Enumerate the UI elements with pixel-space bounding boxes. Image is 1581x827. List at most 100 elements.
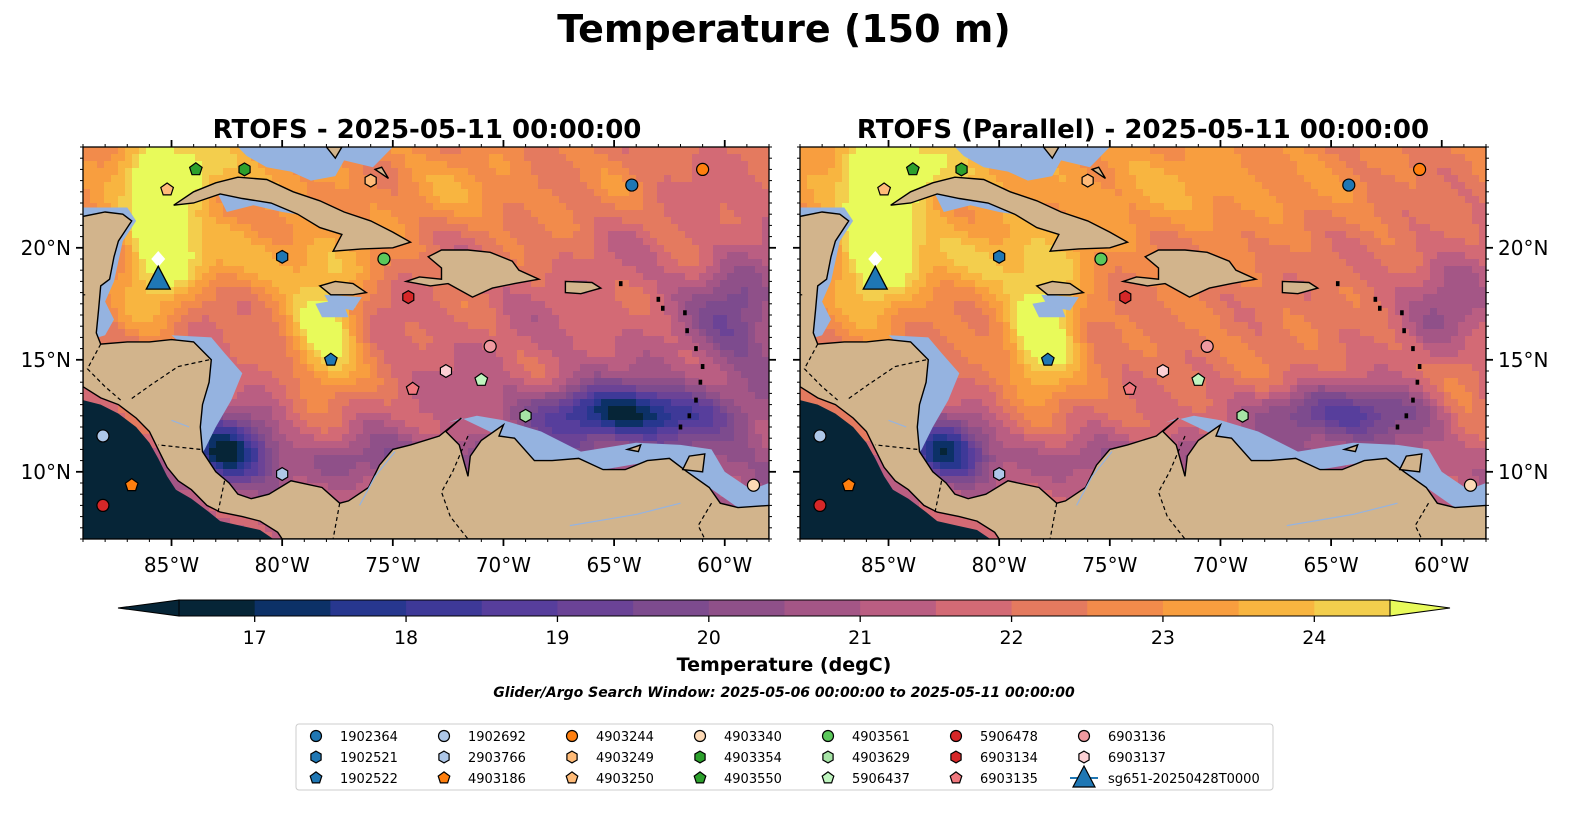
- legend-marker-6903136: [1077, 729, 1091, 743]
- river: [359, 451, 396, 506]
- legend-marker-4903186: [437, 771, 451, 784]
- legend-label: 4903561: [852, 730, 910, 745]
- argo-float-4903561: [377, 252, 391, 266]
- legend-marker-6903137: [1078, 750, 1090, 764]
- lat-tick-label: 20°N: [1498, 236, 1548, 260]
- country-border: [129, 359, 210, 401]
- argo-float-1902521: [276, 249, 289, 264]
- country-border: [697, 502, 713, 539]
- axis-ticks: 85°W 80°W 75°W 70°W 65°W 60°W 10°N 15°N 20°N: [793, 140, 1548, 577]
- legend-label: 4903250: [596, 772, 654, 787]
- argo-float-6903136: [483, 339, 497, 353]
- land-puerto-rico: [1281, 280, 1320, 295]
- colorbar-swatch: [254, 600, 331, 616]
- colorbar-swatch: [406, 600, 483, 616]
- islet: [1417, 364, 1422, 370]
- search-window-text: Glider/Argo Search Window: 2025-05-06 00…: [493, 685, 1075, 701]
- legend-glider-marker: [1072, 764, 1096, 788]
- colorbar-frame: [178, 599, 1391, 617]
- islet: [1402, 328, 1406, 334]
- argo-float-1902364: [1342, 178, 1356, 192]
- river: [888, 419, 907, 428]
- legend-marker-4903561: [821, 729, 835, 743]
- islet: [678, 424, 683, 430]
- colorbar-tick-label: 17: [243, 627, 267, 649]
- argo-float-4903186: [124, 477, 139, 492]
- land-jamaica: [1035, 280, 1086, 296]
- river: [569, 502, 681, 527]
- lon-tick-label: 60°W: [697, 553, 752, 577]
- argo-float-1902692: [96, 429, 110, 443]
- argo-float-2903766: [992, 466, 1006, 482]
- shelf-mask-venezuela: [1165, 415, 1486, 508]
- argo-float-5906478: [813, 498, 827, 512]
- lon-tick-label: 75°W: [365, 553, 420, 577]
- colorbar-under-extend: [117, 599, 180, 617]
- axis-ticks: 85°W 80°W 75°W 70°W 65°W 60°W 10°N 15°N 20°N: [21, 140, 776, 577]
- argo-float-6903137: [439, 363, 453, 379]
- lon-tick-label: 65°W: [586, 553, 641, 577]
- legend-marker-4903244: [565, 729, 579, 743]
- land-isla-margarita: [1341, 443, 1359, 453]
- map-body: [83, 147, 769, 539]
- shelf-mask-mosquitia: [171, 335, 243, 459]
- lon-tick-label: 75°W: [1082, 553, 1137, 577]
- legend-label: 4903249: [596, 751, 654, 766]
- argo-float-6903134: [1119, 290, 1132, 305]
- lat-tick-label: 20°N: [21, 236, 71, 260]
- argo-float-4903561: [1094, 252, 1108, 266]
- river: [1076, 451, 1113, 506]
- land-bahamas2: [373, 166, 390, 179]
- legend-marker-4903629: [822, 750, 834, 764]
- colorbar-tick-label: 19: [545, 627, 569, 649]
- land-cuba: [173, 176, 413, 252]
- lon-tick-label: 85°W: [861, 553, 916, 577]
- pacific-ocean: [83, 400, 274, 539]
- shelf-mask-jamaica-s: [324, 294, 362, 311]
- legend-label: 5906437: [852, 772, 910, 787]
- map-panel-rtofs: RTOFS - 2025-05-11 00:00:00 85°W 80°W 75°W…: [21, 115, 776, 577]
- islet: [1411, 346, 1415, 352]
- argo-float-2903766: [276, 466, 289, 482]
- argo-float-5906437: [474, 372, 489, 386]
- colorbar-swatch: [860, 600, 937, 616]
- legend-marker-5906478: [949, 729, 963, 743]
- land-bahamas2: [1090, 166, 1107, 179]
- lon-tick-label: 80°W: [972, 553, 1027, 577]
- land-trinidad: [681, 453, 706, 473]
- argo-float-1902692: [813, 429, 827, 443]
- lon-tick-label: 80°W: [255, 553, 310, 577]
- argo-float-4903249: [1081, 173, 1094, 188]
- argo-float-4903629: [519, 408, 532, 423]
- argo-float-6903137: [1156, 363, 1170, 379]
- argo-float-4903354: [955, 162, 968, 177]
- shelf-mask-bahamas: [954, 147, 1110, 181]
- country-border: [158, 444, 201, 450]
- land-jamaica: [318, 280, 369, 296]
- legend-marker-4903340: [693, 729, 707, 743]
- map-frame: [799, 146, 1487, 540]
- country-border: [803, 343, 838, 401]
- country-border: [846, 359, 927, 401]
- lat-tick-label: 10°N: [21, 460, 71, 484]
- legend-marker-2903766: [438, 750, 450, 764]
- islet: [698, 379, 703, 385]
- argo-float-4903250: [877, 182, 892, 196]
- colorbar-tick-label: 18: [394, 627, 418, 649]
- glider-track: [151, 251, 166, 267]
- islet: [656, 296, 661, 302]
- lon-tick-label: 85°W: [144, 553, 199, 577]
- islet: [694, 346, 698, 352]
- colorbar-tick-label: 24: [1302, 627, 1326, 649]
- lon-tick-label: 60°W: [1414, 553, 1469, 577]
- islet: [1335, 281, 1340, 287]
- glider-position: [145, 264, 172, 290]
- shelf-mask-cuba-s: [218, 194, 322, 221]
- argo-float-1902522: [323, 352, 338, 366]
- legend-label: 2903766: [468, 751, 526, 766]
- islet: [687, 413, 692, 419]
- argo-float-6903136: [1200, 339, 1214, 353]
- map-frame: [82, 146, 770, 540]
- argo-float-4903186: [841, 477, 856, 492]
- legend-frame: [295, 723, 1274, 791]
